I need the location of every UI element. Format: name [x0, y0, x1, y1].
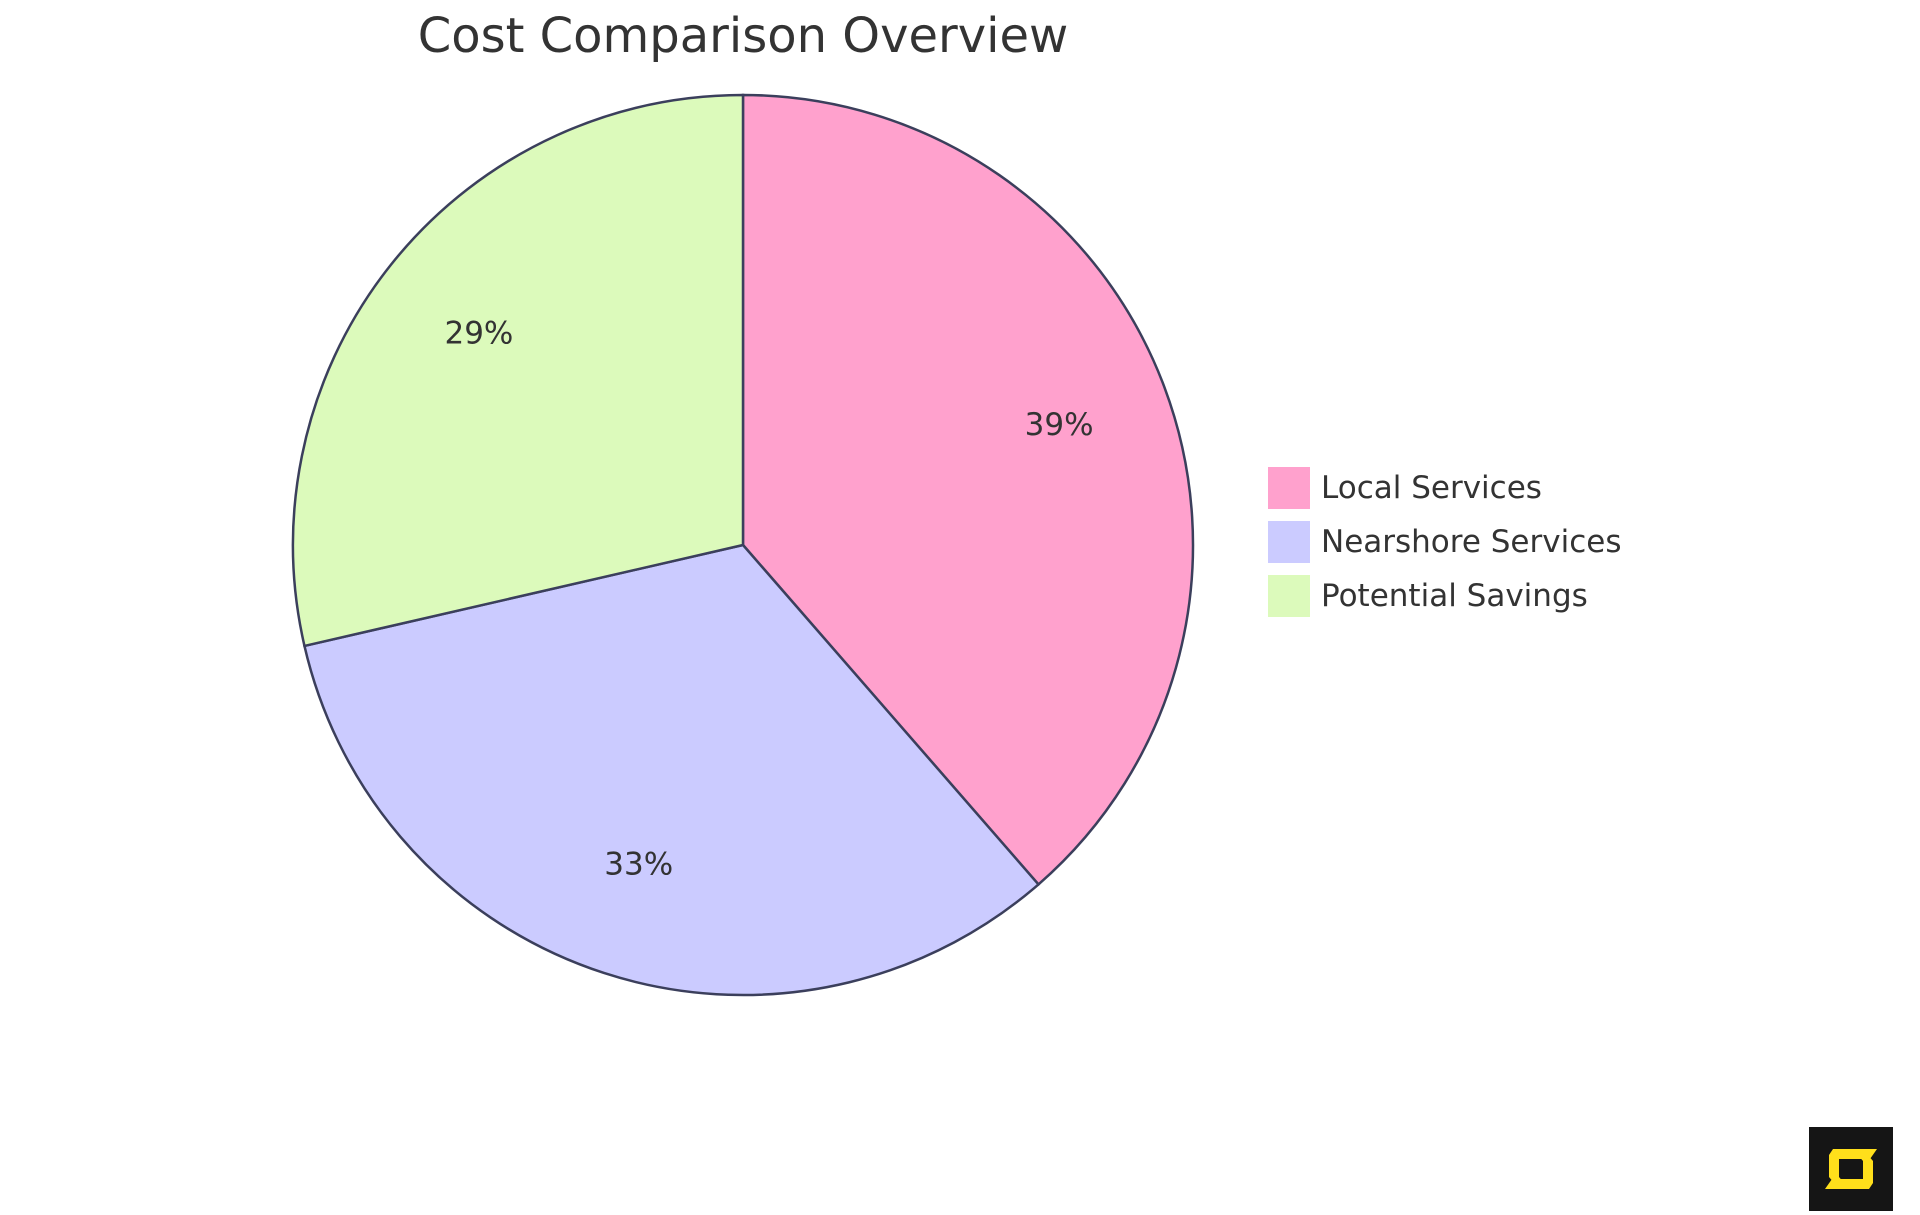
legend-label: Nearshore Services — [1321, 523, 1622, 560]
pie-slice-nearshore-services — [302, 543, 1041, 997]
legend-label: Local Services — [1321, 469, 1542, 506]
slice-label-local-services: 39% — [1025, 407, 1094, 443]
pie-slice-potential-savings — [291, 93, 745, 648]
logo-s-icon — [1825, 1149, 1877, 1189]
pie-chart: 39% 33% 29% — [291, 93, 1195, 997]
chart-title: Cost Comparison Overview — [417, 8, 1069, 64]
pie-slice-local-services — [741, 93, 1195, 887]
legend: Local Services Nearshore Services Potent… — [1267, 465, 1621, 627]
legend-swatch — [1267, 465, 1311, 510]
legend-swatch — [1267, 519, 1311, 564]
legend-item-nearshore-services: Nearshore Services — [1267, 519, 1621, 564]
legend-label: Potential Savings — [1321, 577, 1588, 614]
legend-item-potential-savings: Potential Savings — [1267, 573, 1621, 618]
slice-label-nearshore-services: 33% — [604, 846, 673, 882]
legend-swatch — [1267, 573, 1311, 618]
brand-logo — [1809, 1127, 1893, 1211]
legend-item-local-services: Local Services — [1267, 465, 1621, 510]
slice-label-potential-savings: 29% — [444, 315, 513, 351]
